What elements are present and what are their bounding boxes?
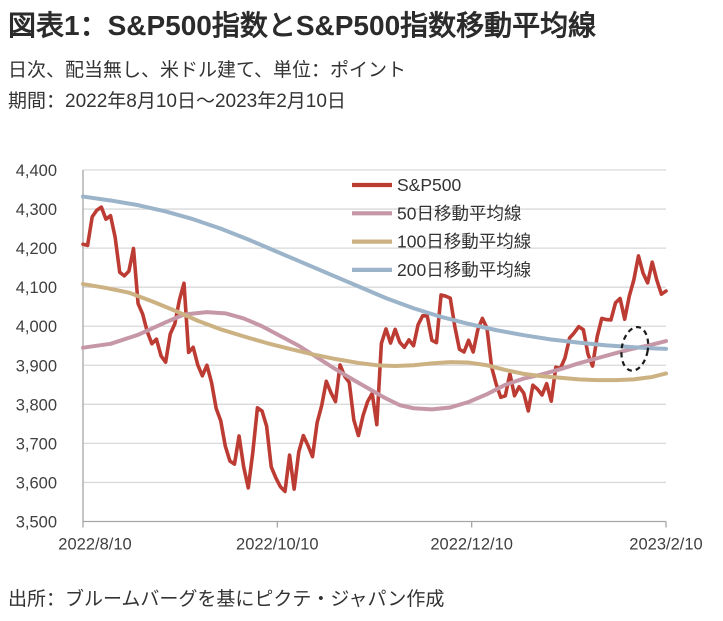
- y-tick-label: 3,700: [16, 435, 57, 453]
- x-tick-label: 2023/2/10: [629, 536, 702, 554]
- y-tick-label: 4,300: [16, 201, 57, 219]
- series-ma100-line: [81, 282, 668, 383]
- legend-label: S&P500: [397, 175, 461, 195]
- y-tick-label: 4,000: [16, 318, 57, 336]
- source-note: 出所：ブルームバーグを基にピクテ・ジャパン作成: [8, 589, 445, 610]
- figure-title: 図表1：S&P500指数とS&P500指数移動平均線: [8, 10, 597, 41]
- y-tick-label: 3,900: [16, 357, 57, 375]
- y-tick-label: 3,800: [16, 396, 57, 414]
- series-sp500-line: [81, 205, 668, 494]
- legend-label: 50日移動平均線: [397, 203, 521, 223]
- legend-label: 200日移動平均線: [397, 260, 531, 280]
- y-tick-label: 3,600: [16, 474, 57, 492]
- series-ma200-line: [81, 194, 668, 351]
- y-tick-label: 4,100: [16, 279, 57, 297]
- crossover-annotation-ellipse: [620, 325, 650, 372]
- x-tick-label: 2022/8/10: [58, 536, 131, 554]
- x-tick-label: 2022/10/10: [236, 536, 319, 554]
- legend-label: 100日移動平均線: [397, 232, 531, 252]
- figure-subtitle-conditions: 日次、配当無し、米ドル建て、単位：ポイント: [8, 60, 407, 81]
- y-tick-label: 3,500: [16, 514, 57, 532]
- figure-subtitle-period: 期間：2022年8月10日～2023年2月10日: [8, 91, 346, 112]
- series-ma50-line: [81, 310, 668, 412]
- y-tick-label: 4,200: [16, 240, 57, 258]
- y-tick-label: 4,400: [16, 162, 57, 180]
- x-tick-label: 2022/12/10: [430, 536, 513, 554]
